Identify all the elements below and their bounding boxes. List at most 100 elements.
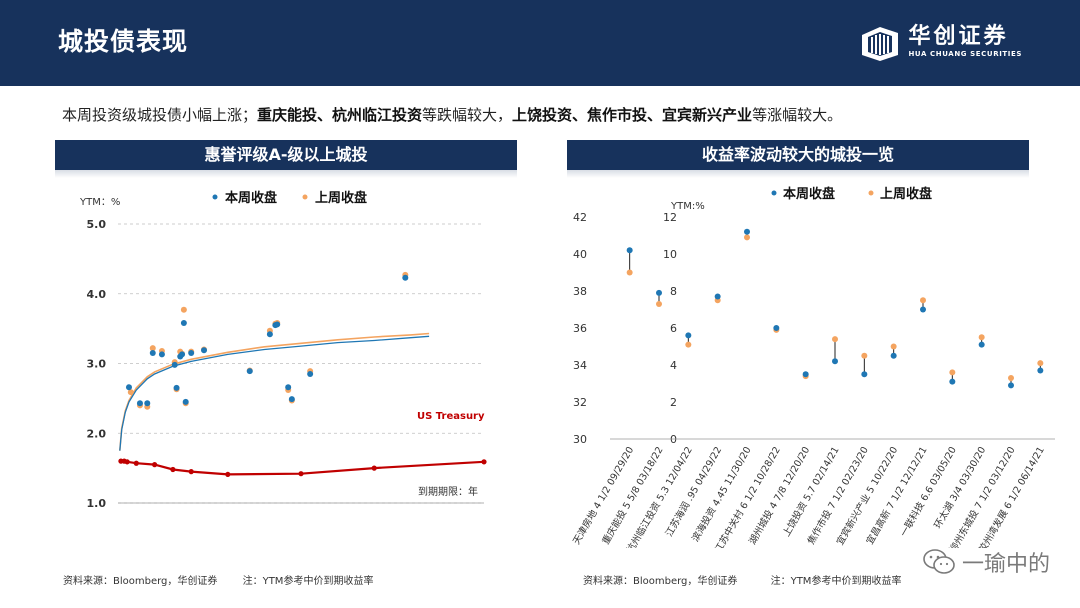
left-treasury-point bbox=[225, 471, 231, 478]
right-inner-y-tick-label: 12 bbox=[663, 211, 677, 224]
left-treasury-point bbox=[170, 466, 176, 473]
right-legend-last-week: 上周收盘 bbox=[880, 186, 932, 202]
left-point-this-week bbox=[285, 384, 292, 391]
right-left-y-tick-label: 32 bbox=[573, 396, 587, 409]
right-source: 资料来源：Bloomberg，华创证券 注：YTM参考中价到期收益率 bbox=[583, 572, 901, 587]
right-left-y-tick-label: 34 bbox=[573, 359, 587, 372]
left-point-last-week bbox=[180, 306, 187, 313]
right-point-last-week bbox=[744, 234, 750, 241]
left-point-this-week bbox=[158, 351, 165, 358]
left-point-last-week bbox=[127, 389, 134, 396]
left-treasury-point bbox=[133, 460, 139, 466]
left-point-this-week bbox=[179, 351, 186, 358]
right-point-last-week bbox=[1008, 374, 1014, 381]
right-point-this-week bbox=[744, 228, 750, 235]
left-y-tick-label: 1.0 bbox=[87, 497, 107, 508]
wechat-watermark: 一瑜中的 bbox=[922, 546, 1050, 578]
left-treasury-label: US Treasury bbox=[417, 411, 485, 422]
left-fit-curve-this-week bbox=[119, 335, 430, 451]
right-point-this-week bbox=[714, 293, 721, 300]
wechat-icon bbox=[923, 549, 955, 574]
right-left-y-tick-label: 36 bbox=[573, 322, 587, 335]
right-left-y-tick-label: 30 bbox=[573, 433, 587, 446]
left-point-this-week bbox=[182, 398, 189, 405]
right-inner-y-tick-label: 8 bbox=[670, 285, 677, 298]
left-y-tick-label: 5.0 bbox=[87, 218, 107, 231]
left-x-axis-label: 到期期限：年 bbox=[418, 485, 478, 498]
left-chart: YTM：%本周收盘上周收盘1.02.03.04.05.00246810到期期限：… bbox=[79, 190, 487, 508]
right-category-label: 上饶投资 5.7 02/14/21 bbox=[780, 445, 841, 539]
right-point-last-week bbox=[978, 334, 985, 341]
right-panel-shadow bbox=[567, 170, 1029, 178]
right-inner-y-tick-label: 0 bbox=[670, 433, 677, 446]
summary-part-2: 等跌幅较大， bbox=[422, 106, 513, 124]
right-left-y-tick-label: 38 bbox=[573, 285, 587, 298]
left-treasury-point bbox=[298, 471, 304, 477]
left-y-axis-label: YTM：% bbox=[79, 197, 120, 208]
right-point-this-week bbox=[1008, 382, 1014, 389]
left-treasury-point bbox=[371, 465, 377, 471]
brand-logo: 华创证券 HUA CHUANG SECURITIES bbox=[858, 18, 1022, 66]
right-chart: 本周收盘 上周收盘YTM:%30323436384042024681012天津房地… bbox=[570, 186, 1055, 548]
right-inner-y-tick-label: 10 bbox=[663, 248, 677, 261]
right-y-axis-label: YTM:% bbox=[670, 201, 705, 212]
left-point-this-week bbox=[144, 400, 151, 407]
left-legend-last-week-marker bbox=[302, 194, 308, 200]
right-category-label: 一联科技 6.6 03/05/20 bbox=[898, 445, 959, 539]
left-panel-title: 惠誉评级A-级以上城投 bbox=[55, 140, 517, 170]
left-point-this-week bbox=[246, 368, 253, 375]
right-point-this-week bbox=[978, 341, 985, 348]
right-point-this-week bbox=[685, 332, 692, 339]
brand-name-cn: 华创证券 bbox=[908, 24, 1009, 49]
right-source-text: 资料来源：Bloomberg，华创证券 bbox=[583, 576, 738, 587]
right-panel-title: 收益率波动较大的城投一览 bbox=[567, 140, 1029, 170]
left-y-tick-label: 2.0 bbox=[87, 427, 107, 440]
right-point-this-week bbox=[920, 306, 926, 313]
left-point-this-week bbox=[125, 384, 132, 391]
right-point-this-week bbox=[802, 371, 809, 378]
left-point-this-week bbox=[173, 384, 180, 391]
left-note-text: 注：YTM参考中价到期收益率 bbox=[242, 576, 374, 587]
right-point-this-week bbox=[890, 352, 897, 359]
left-point-this-week bbox=[188, 350, 195, 357]
left-treasury-point bbox=[481, 459, 487, 465]
brand-name-en: HUA CHUANG SECURITIES bbox=[908, 50, 1022, 58]
right-point-this-week bbox=[832, 358, 838, 365]
right-category-label: 环太湖 3/4 03/30/20 bbox=[932, 445, 989, 531]
right-inner-y-tick-label: 6 bbox=[670, 322, 677, 335]
left-point-this-week bbox=[149, 350, 156, 357]
left-source: 资料来源：Bloomberg，华创证券 注：YTM参考中价到期收益率 bbox=[63, 572, 373, 587]
left-y-tick-label: 3.0 bbox=[87, 358, 107, 371]
summary-bold-decliners: 重庆能投、杭州临江投资 bbox=[257, 106, 423, 124]
left-legend-last-week: 上周收盘 bbox=[315, 190, 367, 206]
left-treasury-point bbox=[152, 462, 158, 468]
summary-bold-gainers: 上饶投资、焦作市投、宜宾新兴产业 bbox=[512, 106, 753, 124]
right-note-text: 注：YTM参考中价到期收益率 bbox=[770, 576, 902, 587]
right-inner-y-tick-label: 2 bbox=[670, 396, 677, 409]
watermark-text: 一瑜中的 bbox=[961, 552, 1050, 577]
left-point-this-week bbox=[274, 321, 281, 328]
right-point-last-week bbox=[890, 343, 897, 350]
page-title: 城投债表现 bbox=[58, 27, 189, 56]
right-point-last-week bbox=[656, 300, 662, 307]
right-point-this-week bbox=[949, 378, 956, 385]
right-point-this-week bbox=[773, 325, 780, 331]
left-point-this-week bbox=[307, 370, 314, 377]
summary-text: 本周投资级城投债小幅上涨；重庆能投、杭州临江投资等跌幅较大，上饶投资、焦作市投、… bbox=[62, 104, 842, 125]
right-point-last-week bbox=[832, 336, 838, 343]
right-legend-this-week-marker bbox=[771, 190, 777, 196]
left-legend-this-week-marker bbox=[212, 194, 218, 200]
right-point-this-week bbox=[656, 289, 662, 296]
summary-part-1: 本周投资级城投债小幅上涨； bbox=[62, 106, 258, 124]
left-source-text: 资料来源：Bloomberg，华创证券 bbox=[63, 576, 218, 587]
right-point-this-week bbox=[626, 247, 633, 254]
left-point-this-week bbox=[171, 361, 178, 368]
header-bar: 城投债表现 华创证券 HUA CHUANG SECURITIES bbox=[0, 0, 1080, 86]
right-inner-y-tick-label: 4 bbox=[670, 359, 677, 372]
left-point-this-week bbox=[288, 396, 295, 403]
right-legend-last-week-marker bbox=[868, 190, 874, 196]
left-point-last-week bbox=[149, 345, 156, 352]
left-point-this-week bbox=[266, 331, 273, 338]
left-point-this-week bbox=[201, 347, 208, 354]
left-treasury-point bbox=[124, 459, 130, 465]
